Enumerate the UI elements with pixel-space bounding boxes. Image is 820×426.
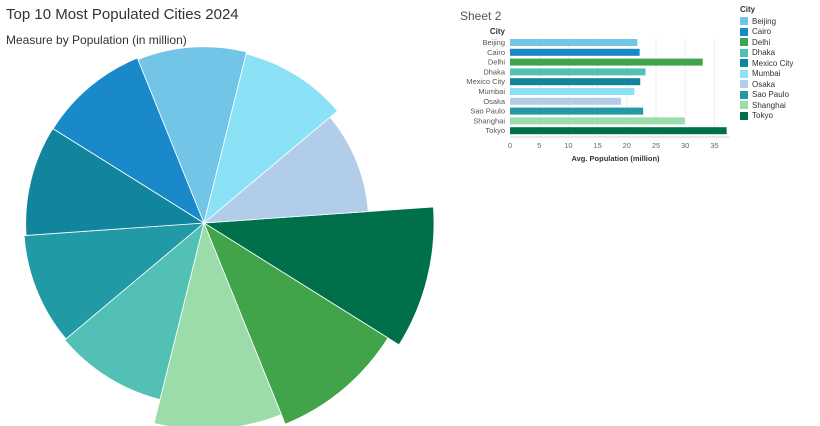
pie-slice-mumbai[interactable] — [203, 53, 339, 225]
bar-label-cairo: Cairo — [487, 48, 505, 57]
pie-slice-delhi[interactable] — [203, 222, 389, 425]
bar-label-beijing: Beijing — [482, 38, 505, 47]
legend-swatch — [740, 101, 748, 110]
bar-label-delhi: Delhi — [488, 58, 505, 67]
bar-label-tokyo: Tokyo — [485, 126, 505, 135]
bar-osaka[interactable] — [510, 97, 621, 105]
legend-label: Tokyo — [752, 111, 773, 121]
pie-slice-mexico-city[interactable] — [25, 127, 206, 236]
legend-swatch — [740, 111, 748, 120]
legend-swatch — [740, 17, 748, 26]
legend-item-dhaka[interactable]: Dhaka — [740, 48, 793, 59]
legend-item-cairo[interactable]: Cairo — [740, 27, 793, 38]
legend-label: Osaka — [752, 79, 776, 89]
pie-slice-dhaka[interactable] — [64, 221, 205, 400]
bar-x-axis-title: Avg. Population (million) — [571, 154, 660, 163]
legend-label: Mexico City — [752, 58, 794, 68]
pie-slice-cairo[interactable] — [52, 57, 205, 224]
bar-category-header: City — [490, 27, 506, 36]
legend-label: Shanghai — [752, 100, 786, 110]
bar-dhaka[interactable] — [510, 68, 646, 76]
bar-label-mexico-city: Mexico City — [466, 77, 505, 86]
legend-label: Sao Paulo — [752, 90, 789, 100]
legend-swatch — [740, 27, 748, 36]
bar-x-tick: 5 — [537, 141, 541, 150]
legend-label: Dhaka — [752, 48, 776, 58]
bar-x-tick: 0 — [508, 141, 512, 150]
bar-label-osaka: Osaka — [483, 97, 506, 106]
bar-x-tick: 15 — [593, 141, 601, 150]
bar-label-dhaka: Dhaka — [483, 67, 506, 76]
pie-chart[interactable] — [0, 0, 460, 426]
bar-delhi[interactable] — [510, 58, 703, 66]
legend-label: Delhi — [752, 37, 771, 47]
bar-beijing[interactable] — [510, 39, 638, 46]
pie-slice-osaka[interactable] — [202, 116, 369, 224]
bar-cairo[interactable] — [510, 48, 640, 56]
bar-tokyo[interactable] — [510, 127, 727, 135]
pie-subtitle: Measure by Population (in million) — [6, 33, 187, 47]
bar-shanghai[interactable] — [510, 117, 685, 125]
legend-title: City — [740, 5, 756, 14]
bar-label-mumbai: Mumbai — [478, 87, 505, 96]
legend-swatch — [740, 38, 748, 47]
legend-swatch — [740, 80, 748, 89]
bar-x-tick: 20 — [623, 141, 631, 150]
legend-swatch — [740, 69, 748, 78]
bar-x-tick: 10 — [564, 141, 572, 150]
legend-item-shanghai[interactable]: Shanghai — [740, 100, 793, 111]
legend-item-osaka[interactable]: Osaka — [740, 79, 793, 90]
bar-label-sao-paulo: Sao Paulo — [470, 107, 505, 116]
bar-label-shanghai: Shanghai — [473, 116, 505, 125]
legend-label: Cairo — [752, 27, 772, 37]
bar-mumbai[interactable] — [510, 88, 635, 95]
sheet2-title: Sheet 2 — [460, 9, 502, 23]
legend-item-delhi[interactable]: Delhi — [740, 37, 793, 48]
pie-slice-sao-paulo[interactable] — [23, 222, 206, 340]
pie-slice-beijing[interactable] — [137, 46, 248, 225]
bar-sao-paulo[interactable] — [510, 107, 644, 115]
bar-x-tick: 35 — [710, 141, 718, 150]
dashboard-title: Top 10 Most Populated Cities 2024 — [6, 6, 239, 23]
pie-slice-tokyo[interactable] — [202, 206, 435, 346]
legend-label: Mumbai — [752, 69, 781, 79]
legend-item-sao-paulo[interactable]: Sao Paulo — [740, 90, 793, 101]
legend-item-beijing[interactable]: Beijing — [740, 16, 793, 27]
legend-swatch — [740, 59, 748, 68]
legend-swatch — [740, 90, 748, 99]
bar-mexico-city[interactable] — [510, 78, 641, 86]
legend-item-mumbai[interactable]: Mumbai — [740, 69, 793, 80]
bar-x-tick: 30 — [681, 141, 689, 150]
city-legend: City Beijing Cairo Delhi Dhaka Mexico City Mu… — [740, 5, 793, 121]
pie-slice-shanghai[interactable] — [153, 221, 282, 426]
legend-label: Beijing — [752, 16, 777, 26]
bar-x-tick: 25 — [652, 141, 660, 150]
legend-swatch — [740, 48, 748, 57]
legend-items: Beijing Cairo Delhi Dhaka Mexico City Mumbai O… — [740, 16, 793, 121]
legend-item-mexico-city[interactable]: Mexico City — [740, 58, 793, 69]
legend-item-tokyo[interactable]: Tokyo — [740, 111, 793, 122]
